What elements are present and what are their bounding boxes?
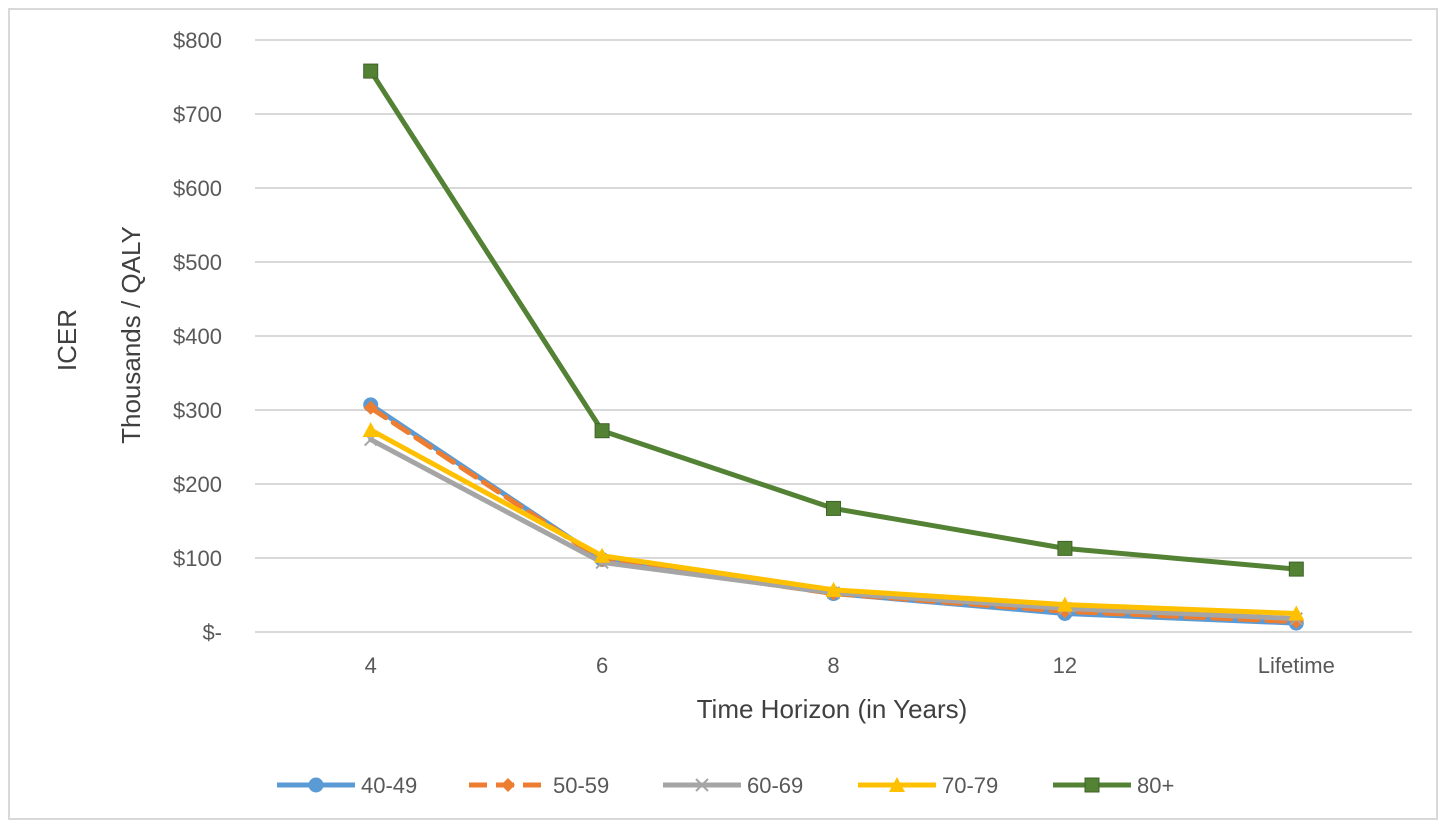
series-70-79 — [362, 421, 1305, 621]
chart-frame — [8, 8, 1438, 820]
y-tick-label: $600 — [173, 176, 222, 201]
y-tick-label: $200 — [173, 472, 222, 497]
legend-label: 40-49 — [361, 773, 417, 798]
data-point — [1056, 596, 1073, 612]
x-axis-title: Time Horizon (in Years) — [697, 694, 968, 724]
legend-marker — [308, 777, 324, 793]
y-tick-label: $- — [202, 620, 222, 645]
legend-item: 70-79 — [858, 773, 998, 798]
x-tick-label: Lifetime — [1258, 653, 1335, 678]
legend-marker — [1084, 777, 1100, 793]
legend-label: 80+ — [1137, 773, 1174, 798]
data-point — [363, 400, 378, 415]
series-line — [368, 68, 1299, 572]
legend: 40-49 50-59 60-69 70-79 80+ — [277, 773, 1174, 798]
gridlines — [255, 39, 1412, 633]
data-point — [825, 581, 842, 597]
data-point — [1288, 561, 1304, 577]
series-lines — [362, 63, 1305, 631]
data-point — [826, 500, 841, 516]
x-tick-label: 4 — [365, 653, 377, 678]
legend-item: 40-49 — [277, 773, 417, 798]
y-tick-label: $100 — [173, 546, 222, 571]
legend-item: 80+ — [1053, 773, 1174, 798]
legend-label: 50-59 — [553, 773, 609, 798]
legend-marker — [501, 778, 515, 792]
legend-marker — [889, 777, 905, 792]
y-axis-title-line2: Thousands / QALY — [116, 226, 146, 444]
x-tick-label: 12 — [1053, 653, 1077, 678]
series-80+ — [363, 63, 1304, 577]
y-tick-label: $800 — [173, 28, 222, 53]
x-tick-label: 8 — [827, 653, 839, 678]
data-point — [1057, 540, 1073, 556]
data-point — [594, 423, 610, 439]
data-point — [363, 63, 379, 79]
y-tick-label: $500 — [173, 250, 222, 275]
data-point — [1288, 605, 1305, 621]
y-axis-ticks: $- $100 $200 $300 $400 $500 $600 $700 $800 — [173, 28, 222, 645]
data-point — [594, 547, 611, 563]
x-tick-label: 6 — [596, 653, 608, 678]
data-point — [362, 421, 379, 437]
marker-stroke — [695, 778, 709, 792]
y-tick-label: $300 — [173, 398, 222, 423]
y-axis-title-line1: ICER — [52, 309, 82, 371]
legend-label: 60-69 — [747, 773, 803, 798]
x-axis-ticks: 4 6 8 12 Lifetime — [365, 653, 1335, 678]
legend-marker — [695, 778, 709, 792]
legend-label: 70-79 — [942, 773, 998, 798]
y-tick-label: $400 — [173, 324, 222, 349]
legend-item: 50-59 — [469, 773, 609, 798]
y-tick-label: $700 — [173, 102, 222, 127]
legend-item: 60-69 — [663, 773, 803, 798]
